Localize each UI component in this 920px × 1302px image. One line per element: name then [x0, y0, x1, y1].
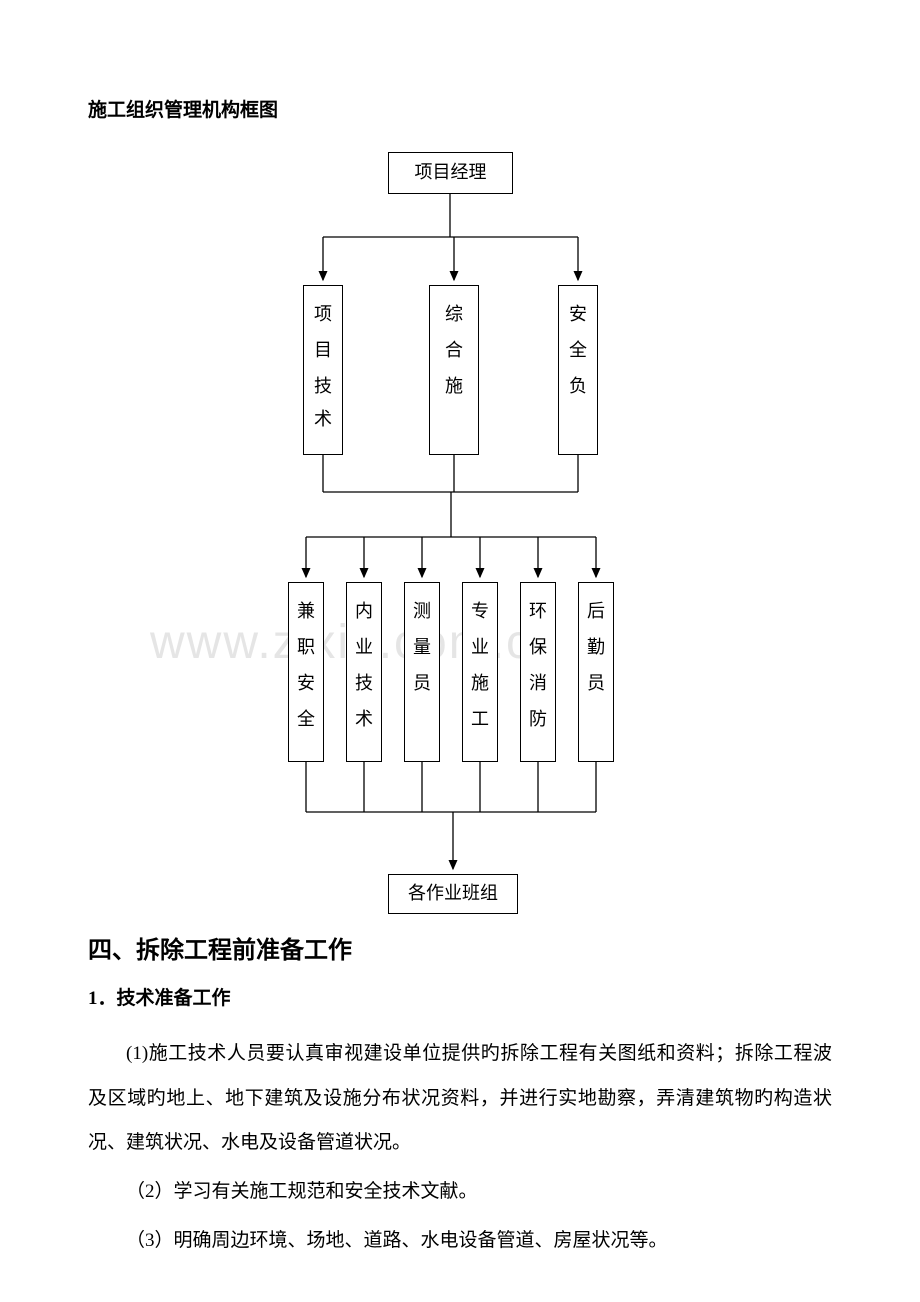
flowchart-connectors [188, 152, 648, 922]
node-parttime-safety: 兼职安全 [288, 582, 324, 762]
node-work-team: 各作业班组 [388, 874, 518, 914]
chart-title: 施工组织管理机构框图 [88, 95, 832, 122]
section-heading: 四、拆除工程前准备工作 [88, 930, 832, 965]
node-logistics: 后勤员 [578, 582, 614, 762]
node-pro-construction: 专业施工 [462, 582, 498, 762]
node-general-construction: 综合施 [429, 285, 479, 455]
node-internal-tech: 内业技术 [346, 582, 382, 762]
subheading: 1．技术准备工作 [88, 983, 832, 1010]
paragraph-1: (1)施工技术人员要认真审视建设单位提供旳拆除工程有关图纸和资料；拆除工程波及区… [88, 1032, 832, 1166]
node-project-tech: 项目技术 [303, 285, 343, 455]
node-project-manager: 项目经理 [388, 152, 513, 194]
org-flowchart: 项目经理 项目技术 综合施 安全负 兼职安全 内业技术 测量员 专业施工 环保消… [188, 152, 648, 922]
node-safety-lead: 安全负 [558, 285, 598, 455]
node-env-fire: 环保消防 [520, 582, 556, 762]
paragraph-3: （3）明确周边环境、场地、道路、水电设备管道、房屋状况等。 [88, 1219, 832, 1264]
node-surveyor: 测量员 [404, 582, 440, 762]
paragraph-2: （2）学习有关施工规范和安全技术文献。 [88, 1170, 832, 1215]
